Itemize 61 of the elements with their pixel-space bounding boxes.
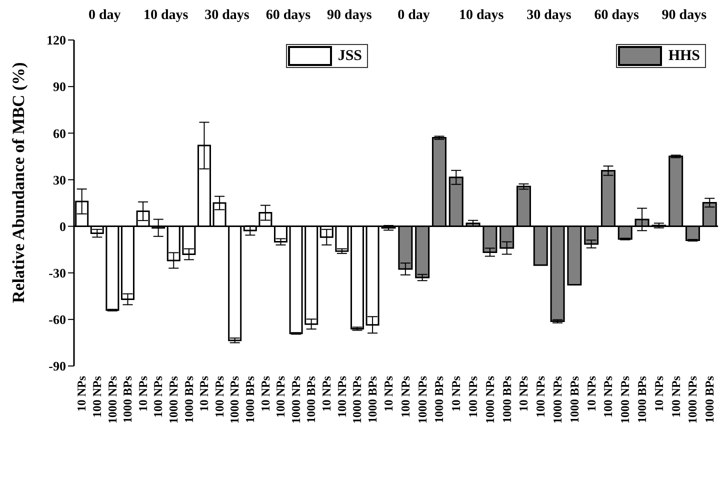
x-tick-label: 10 NPs bbox=[449, 376, 464, 412]
x-tick-label: 1000 NPs bbox=[482, 376, 497, 424]
y-tick-label: 90 bbox=[53, 79, 66, 94]
x-tick-label: 1000 BPs bbox=[182, 376, 196, 424]
x-tick-label: 100 NPs bbox=[151, 376, 166, 418]
y-tick-label: 120 bbox=[46, 32, 66, 48]
text: 30 days bbox=[204, 8, 250, 25]
x-tick-label: 1000 NPs bbox=[166, 376, 180, 424]
text: 30 days bbox=[526, 8, 572, 25]
x-tick-label: 10 NPs bbox=[319, 376, 334, 412]
x-tick-label: 1000 BPs bbox=[702, 376, 717, 424]
x-tick-label: 10 NPs bbox=[258, 376, 272, 412]
x-tick-label: 1000 BPs bbox=[242, 376, 257, 424]
y-axis-title: Relative Abundance of MBC (%) bbox=[9, 62, 28, 303]
x-tick-label: 1000 BPs bbox=[567, 376, 582, 424]
x-tick-label: 1000 NPs bbox=[618, 376, 632, 424]
x-tick-label: 1000 NPs bbox=[288, 376, 303, 424]
text: 0 day bbox=[396, 8, 431, 25]
x-tick-label: 1000 BPs bbox=[500, 376, 514, 424]
x-tick-label: 10 NPs bbox=[584, 376, 598, 412]
x-tick-label: 1000 NPs bbox=[686, 376, 700, 424]
y-tick-label: -60 bbox=[48, 312, 66, 328]
y-tick-label: 60 bbox=[53, 126, 66, 141]
x-tick-label: 10 NPs bbox=[197, 376, 212, 412]
text: 90 days bbox=[326, 8, 373, 25]
x-tick-label: 1000 NPs bbox=[415, 376, 430, 424]
x-tick-label: 1000 BPs bbox=[432, 376, 446, 424]
text: 60 days bbox=[593, 8, 640, 25]
y-tick-label: 30 bbox=[53, 172, 66, 188]
x-tick-label: 100 NPs bbox=[601, 376, 616, 418]
text: 10 days bbox=[142, 8, 190, 25]
x-tick-label: 1000 BPs bbox=[120, 376, 135, 424]
text: 0 day bbox=[87, 8, 122, 25]
x-tick-label: 100 NPs bbox=[534, 376, 548, 418]
legend-label: HHS bbox=[667, 48, 701, 64]
x-tick-label: 1000 BPs bbox=[365, 376, 380, 424]
x-tick-label: 1000 NPs bbox=[350, 376, 364, 424]
y-tick-label: 0 bbox=[60, 218, 66, 234]
x-tick-label: 1000 NPs bbox=[228, 376, 242, 424]
x-tick-label: 100 NPs bbox=[334, 376, 349, 418]
x-tick-label: 10 NPs bbox=[74, 376, 89, 412]
x-tick-label: 100 NPs bbox=[90, 376, 104, 418]
x-tick-label: 1000 BPs bbox=[634, 376, 649, 424]
y-tick-label: -90 bbox=[48, 358, 66, 374]
text: 90 days bbox=[660, 8, 708, 25]
x-tick-label: 1000 NPs bbox=[105, 376, 120, 424]
x-tick-label: 10 NPs bbox=[136, 376, 150, 412]
legend-label: JSS bbox=[336, 48, 363, 64]
x-tick-label: 10 NPs bbox=[381, 376, 396, 412]
x-tick-label: 1000 BPs bbox=[304, 376, 318, 424]
x-tick-label: 100 NPs bbox=[274, 376, 288, 418]
x-tick-label: 1000 NPs bbox=[550, 376, 564, 424]
x-tick-label: 10 NPs bbox=[516, 376, 531, 412]
x-tick-label: 100 NPs bbox=[212, 376, 226, 418]
x-tick-label: 100 NPs bbox=[668, 376, 683, 418]
x-tick-label: 10 NPs bbox=[652, 376, 666, 412]
y-tick-label: -30 bbox=[48, 265, 66, 280]
text: 10 days bbox=[458, 8, 505, 25]
text: 60 days bbox=[264, 8, 312, 25]
x-tick-label: 100 NPs bbox=[398, 376, 412, 418]
x-tick-label: 100 NPs bbox=[466, 376, 480, 418]
